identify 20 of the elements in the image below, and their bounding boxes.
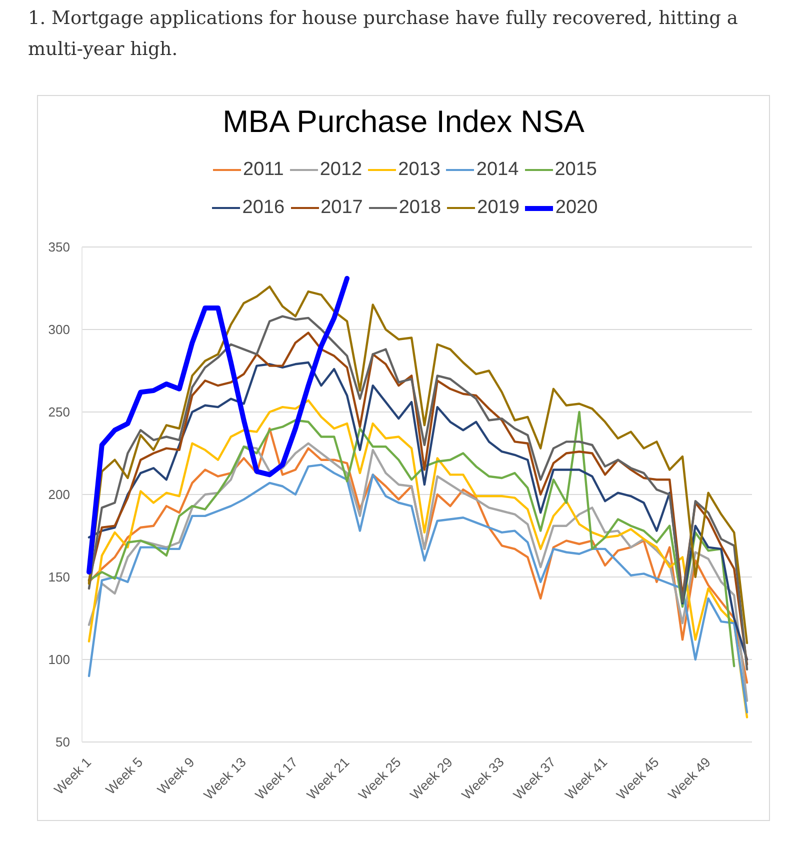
legend-label: 2017	[320, 197, 364, 219]
y-tick-label: 250	[48, 404, 70, 420]
legend-label: 2015	[554, 159, 598, 181]
y-tick-label: 200	[48, 487, 70, 502]
legend-label: 2011	[243, 159, 285, 181]
legend-label: 2014	[476, 159, 520, 181]
text: 1. Mortgage applications for house purchase have fully recovered, hitting a multi-year high.	[28, 7, 739, 62]
y-tick-label: 350	[48, 240, 70, 254]
legend-label: 2019	[477, 197, 520, 219]
y-tick-label: 100	[48, 652, 70, 667]
legend-label: 2018	[398, 197, 442, 219]
y-tick-label: 50	[56, 734, 70, 750]
legend-label: 2016	[242, 197, 286, 219]
legend-label: 2013	[398, 159, 442, 181]
legend-label: 2020	[555, 197, 599, 219]
y-tick-label: 300	[48, 322, 70, 337]
line-series	[88, 399, 748, 718]
legend-label: 2012	[320, 159, 364, 181]
chart-title: MBA Purchase Index NSA	[222, 104, 586, 140]
y-tick-label: 150	[48, 570, 70, 584]
